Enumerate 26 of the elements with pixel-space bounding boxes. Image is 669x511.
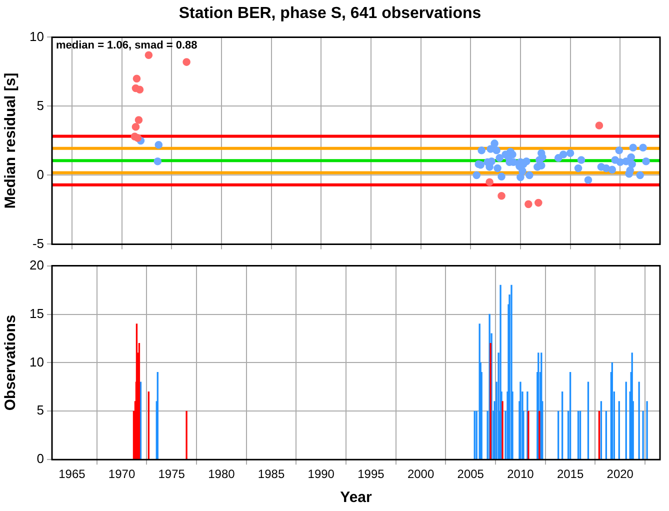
y-tick-label: 20 [30,257,44,272]
y-tick-label: 0 [36,166,44,182]
x-tick-label: 1980 [208,467,236,482]
x-tick-label: 1965 [58,467,86,482]
x-tick-label: 1990 [308,467,335,482]
x-tick-label: 1985 [258,467,285,482]
x-tick-label: 2020 [606,467,634,482]
x-axis-title: Year [340,489,372,506]
y-tick-label: 15 [30,306,44,321]
y-axis-title: Median residual [s] [2,72,20,209]
x-tick-label: 1975 [158,467,186,482]
y-tick-label: 5 [36,98,44,113]
y-tick-label: 0 [36,451,44,466]
x-tick-label: 2015 [556,467,584,482]
annotation: median = 1.06, smad = 0.88 [56,40,198,52]
x-tick-label: 1970 [108,467,136,482]
y-tick-label: 10 [30,354,44,370]
y-axis-title: Observations [2,314,20,411]
y-tick-label: 10 [30,28,44,44]
x-tick-label: 1995 [358,467,385,482]
x-tick-label: 2000 [407,467,434,482]
x-tick-label: 2005 [457,467,484,482]
x-tick-label: 2010 [507,467,534,482]
chart-title: Station BER, phase S, 641 observations [178,5,482,22]
y-tick-label: 5 [36,402,44,418]
y-tick-label: -5 [32,236,44,251]
